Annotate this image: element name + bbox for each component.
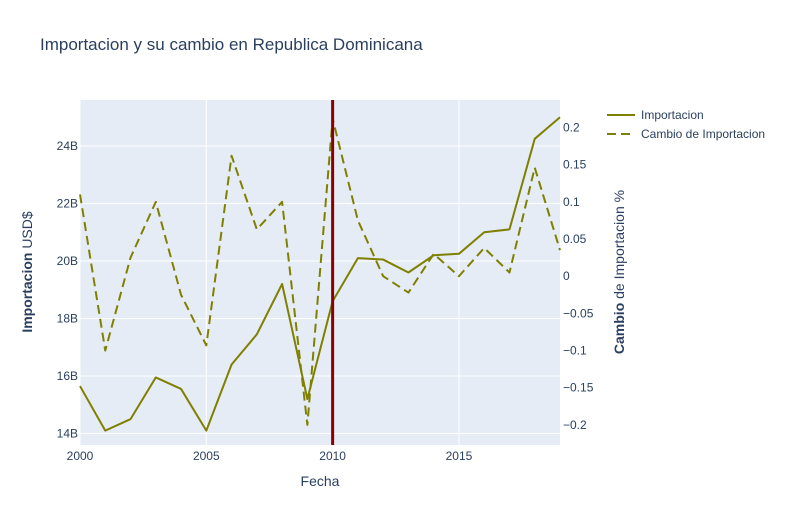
x-tick-label: 2005: [193, 449, 220, 463]
series-line-importacion[interactable]: [79, 116, 561, 432]
y2-tick-label: 0.15: [563, 158, 587, 172]
y-tick-label: 24B: [57, 139, 78, 153]
y2-axis-title-rest: de Importacion %: [611, 190, 627, 303]
y-tick-label: 18B: [57, 312, 78, 326]
tick-layer: 2000 2005 2010 2015 14B 16B 18B 20B 22B 24B −0.2 −0…: [57, 121, 594, 463]
x-axis-title: Fecha: [301, 473, 340, 489]
x-tick-label: 2000: [67, 449, 94, 463]
y2-tick-label: 0: [563, 269, 570, 283]
y-tick-label: 22B: [57, 197, 78, 211]
y-axis-title: Importacion USD$: [19, 211, 35, 333]
y2-tick-label: 0.05: [563, 232, 587, 246]
legend[interactable]: Importacion Cambio de Importacion: [607, 108, 765, 141]
legend-item-cambio[interactable]: Cambio de Importacion: [607, 127, 765, 141]
y2-tick-label: −0.2: [563, 418, 587, 432]
y2-axis-title: Cambio de Importacion %: [611, 190, 627, 354]
chart-title: Importacion y su cambio en Republica Dom…: [40, 35, 423, 54]
y-axis-title-rest: USD$: [19, 211, 35, 252]
y2-tick-label: −0.1: [563, 344, 587, 358]
y-tick-label: 14B: [57, 427, 78, 441]
legend-label-importacion: Importacion: [641, 108, 704, 122]
y-tick-label: 20B: [57, 254, 78, 268]
series-layer: [79, 116, 561, 432]
y2-tick-label: 0.1: [563, 195, 580, 209]
legend-label-cambio: Cambio de Importacion: [641, 127, 765, 141]
y-tick-label: 16B: [57, 369, 78, 383]
x-tick-label: 2010: [319, 449, 346, 463]
y-axis-title-bold: Importacion: [19, 253, 35, 333]
y2-axis-title-bold: Cambio: [611, 303, 627, 354]
series-line-cambio[interactable]: [79, 117, 561, 426]
legend-item-importacion[interactable]: Importacion: [607, 108, 704, 122]
y2-tick-label: 0.2: [563, 121, 580, 135]
x-tick-label: 2015: [446, 449, 473, 463]
y2-tick-label: −0.15: [563, 381, 594, 395]
y2-tick-label: −0.05: [563, 306, 594, 320]
